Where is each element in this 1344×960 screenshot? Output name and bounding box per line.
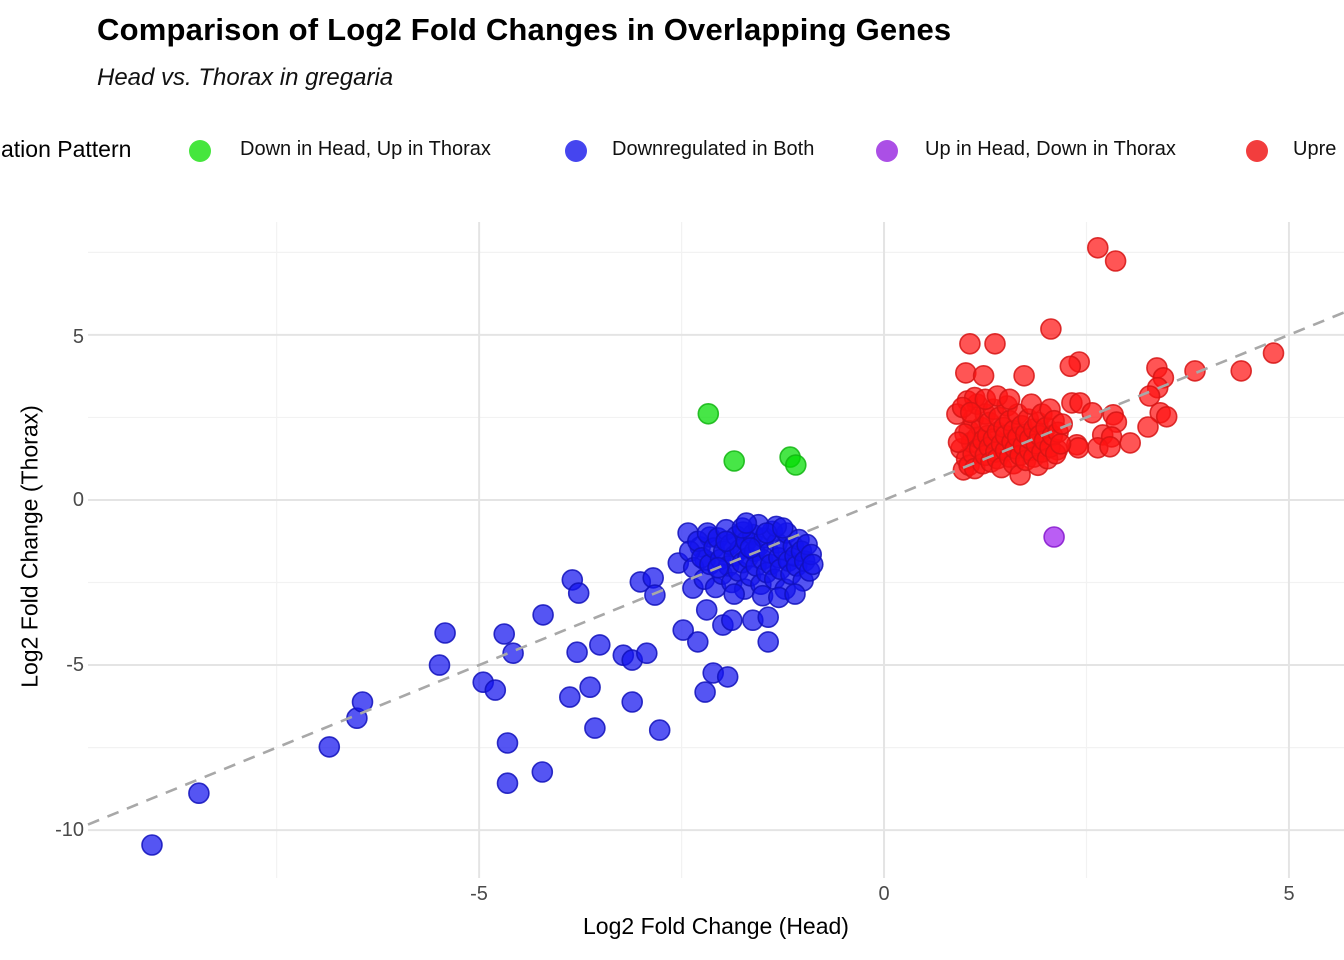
data-point xyxy=(695,599,718,621)
data-point xyxy=(1104,250,1127,272)
x-tick-5: 5 xyxy=(1283,883,1295,905)
data-point xyxy=(784,583,806,605)
legend-label-down-head-up-thorax: Down in Head, Up in Thorax xyxy=(240,138,491,160)
legend-title: ation Pattern xyxy=(1,136,132,162)
y-axis-title: Log2 Fold Change (Thorax) xyxy=(16,405,43,688)
data-point xyxy=(428,654,451,676)
data-point xyxy=(141,834,163,856)
data-point xyxy=(771,517,794,539)
data-point xyxy=(720,609,743,632)
data-point xyxy=(984,332,1006,355)
data-point xyxy=(621,691,644,713)
legend-label-upregulated-both: Upre xyxy=(1293,138,1337,160)
data-point xyxy=(723,583,746,605)
legend-dot-green-icon xyxy=(189,140,211,162)
legend-dot-purple-icon xyxy=(876,140,898,162)
identity-line xyxy=(87,311,1344,826)
data-point xyxy=(1051,413,1073,435)
data-point xyxy=(947,431,970,454)
y-tick-5: 5 xyxy=(72,326,84,348)
data-point xyxy=(1119,432,1141,454)
data-point xyxy=(188,782,210,805)
data-point xyxy=(318,736,341,758)
data-point xyxy=(716,666,739,688)
data-point xyxy=(715,530,737,553)
data-point xyxy=(496,772,519,795)
data-point xyxy=(493,623,516,645)
chart-title: Comparison of Log2 Fold Changes in Overl… xyxy=(97,12,952,47)
data-point xyxy=(1099,435,1121,458)
data-point xyxy=(644,584,666,606)
data-point xyxy=(558,686,581,708)
data-point xyxy=(1013,364,1035,387)
x-tick-neg5: -5 xyxy=(470,883,488,905)
data-point xyxy=(566,641,588,664)
data-point xyxy=(1184,360,1206,382)
data-point xyxy=(784,454,807,476)
data-point xyxy=(954,362,977,384)
x-tick-0: 0 xyxy=(878,883,890,905)
data-point xyxy=(567,582,590,604)
data-point xyxy=(801,553,824,576)
legend-label-up-head-down-thorax: Up in Head, Down in Thorax xyxy=(925,138,1176,160)
data-point xyxy=(532,604,554,626)
data-point xyxy=(531,761,554,783)
data-point xyxy=(959,401,982,424)
data-point xyxy=(723,450,746,472)
data-point xyxy=(959,332,981,355)
data-point xyxy=(697,402,720,425)
data-point xyxy=(648,719,671,741)
y-tick-0: 0 xyxy=(72,489,84,511)
y-tick-neg10: -10 xyxy=(55,819,84,841)
legend-dot-red-icon xyxy=(1246,140,1268,162)
data-point xyxy=(694,681,716,703)
x-axis-title: Log2 Fold Change (Head) xyxy=(583,913,849,939)
data-point xyxy=(1081,401,1103,424)
data-point xyxy=(757,606,780,629)
data-point xyxy=(1067,436,1090,459)
data-point xyxy=(1040,318,1062,340)
data-point xyxy=(1230,360,1252,382)
data-point xyxy=(1043,526,1065,548)
y-tick-neg5: -5 xyxy=(66,654,84,676)
data-point xyxy=(1087,237,1109,259)
legend-label-downregulated-both: Downregulated in Both xyxy=(612,138,815,160)
data-point xyxy=(584,717,606,739)
data-point xyxy=(972,364,995,387)
legend: ation Pattern Down in Head, Up in Thorax… xyxy=(0,128,1344,176)
data-point xyxy=(635,642,658,665)
data-point xyxy=(1059,355,1082,378)
data-point xyxy=(1049,433,1072,455)
data-point xyxy=(1137,416,1159,438)
data-point xyxy=(672,619,695,641)
data-point xyxy=(496,732,519,754)
data-point xyxy=(434,622,456,644)
data-point xyxy=(1155,405,1178,428)
data-point xyxy=(998,388,1021,411)
data-point xyxy=(735,512,758,534)
data-point xyxy=(588,634,611,656)
data-point xyxy=(1262,342,1285,364)
data-point xyxy=(484,679,507,701)
chart-subtitle: Head vs. Thorax in gregaria xyxy=(97,64,394,91)
data-point xyxy=(686,631,709,653)
data-point xyxy=(757,631,780,653)
legend-dot-blue-icon xyxy=(565,140,587,162)
data-point xyxy=(579,676,601,699)
